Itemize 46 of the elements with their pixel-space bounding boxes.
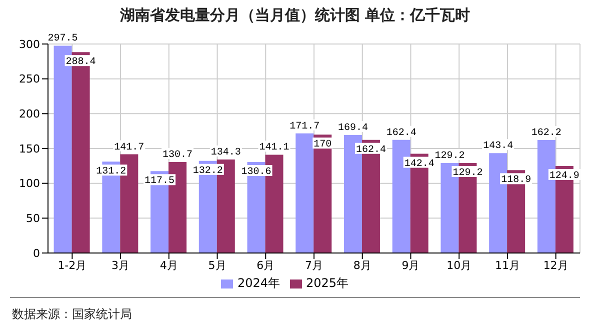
x-tick-label: 4月 — [160, 258, 178, 272]
x-tick-label: 10月 — [446, 258, 472, 272]
y-tick-label: 50 — [26, 212, 40, 226]
data-label: 162.4 — [356, 144, 386, 156]
data-label: 170 — [314, 140, 332, 151]
bar — [296, 133, 314, 253]
source-note: 数据来源：国家统计局 — [12, 307, 132, 321]
x-tick-label: 8月 — [353, 258, 372, 272]
data-label: 129.2 — [434, 150, 465, 162]
data-label: 171.7 — [290, 121, 320, 132]
data-label: 134.3 — [210, 147, 241, 158]
y-tick-label: 0 — [33, 246, 40, 260]
y-tick-label: 250 — [19, 72, 40, 86]
data-label: 141.1 — [259, 142, 290, 154]
data-label: 117.5 — [144, 176, 175, 188]
y-tick-label: 200 — [19, 108, 40, 121]
data-label: 141.7 — [114, 142, 144, 154]
data-label: 288.4 — [66, 57, 96, 68]
bar — [314, 134, 332, 253]
x-tick-label: 12月 — [543, 258, 568, 272]
x-tick-label: 5月 — [208, 258, 226, 272]
data-label: 130.7 — [162, 150, 193, 161]
data-label: 124.9 — [549, 170, 580, 182]
data-label: 162.2 — [531, 128, 562, 139]
x-tick-label: 3月 — [112, 258, 130, 272]
data-label: 132.2 — [192, 166, 223, 177]
x-tick-label: 9月 — [402, 258, 420, 272]
data-label: 130.6 — [241, 167, 272, 178]
x-tick-label: 11月 — [494, 258, 520, 272]
data-label: 118.9 — [501, 175, 532, 186]
chart-title: 湖南省发电量分月（当月值）统计图 单位：亿千瓦时 — [118, 6, 472, 26]
data-label: 169.4 — [338, 122, 368, 134]
x-tick-label: 6月 — [256, 258, 275, 272]
data-label: 131.2 — [96, 166, 126, 178]
legend-label: 2024年 — [237, 276, 280, 290]
legend-label: 2025年 — [306, 276, 349, 290]
y-tick-label: 300 — [19, 38, 40, 51]
y-tick-label: 150 — [19, 142, 40, 156]
data-label: 143.4 — [483, 141, 514, 152]
data-label: 162.4 — [386, 128, 416, 139]
x-tick-label: 7月 — [305, 258, 323, 272]
data-label: 129.2 — [452, 168, 483, 179]
data-label: 297.5 — [48, 34, 78, 45]
x-tick-label: 1-2月 — [58, 258, 87, 272]
y-tick-label: 100 — [19, 177, 40, 190]
data-label: 142.4 — [404, 158, 434, 170]
